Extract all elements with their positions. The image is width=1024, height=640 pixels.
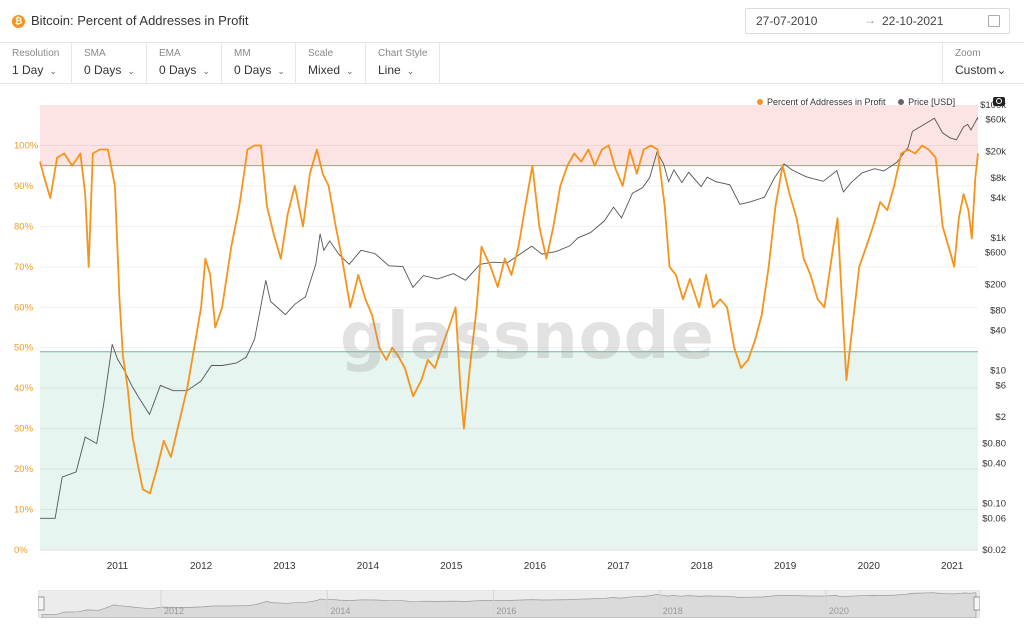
x-tick-label: 2021 (941, 561, 964, 572)
navigator-right-handle[interactable] (973, 596, 980, 611)
y-tick-label-right: $20k (985, 146, 1006, 157)
chevron-down-icon: ⌄ (277, 66, 285, 76)
bitcoin-logo-icon: ₿ (12, 15, 25, 28)
chevron-down-icon: ⌄ (202, 66, 210, 76)
y-tick-label-right: $0.02 (982, 545, 1006, 556)
y-tick-label-right: $40 (990, 326, 1006, 337)
y-tick-label-right: $0.80 (982, 439, 1006, 450)
threshold-band-1 (40, 351, 978, 550)
y-tick-label-right: $0.40 (982, 459, 1006, 470)
chevron-down-icon: ⌄ (996, 63, 1007, 77)
y-tick-label-right: $4k (991, 193, 1007, 204)
y-tick-label-right: $6 (995, 380, 1006, 391)
navigator-price-area (41, 592, 977, 618)
chevron-down-icon: ⌄ (49, 66, 57, 76)
range-navigator[interactable]: 2012 2014 2016 2018 2020 (38, 590, 980, 618)
navigator-left-handle[interactable] (38, 596, 45, 611)
x-tick-label: 2017 (607, 561, 630, 572)
ema-value[interactable]: 0 Days ⌄ (159, 63, 210, 77)
calendar-icon[interactable] (988, 15, 1000, 27)
y-tick-label-right: $80 (990, 306, 1006, 317)
x-tick-label: 2016 (524, 561, 547, 572)
y-tick-label-left: 80% (14, 221, 34, 232)
scale-dropdown[interactable]: Scale Mixed ⌄ (296, 43, 366, 83)
profit-series-line (39, 144, 979, 495)
mm-dropdown[interactable]: MM 0 Days ⌄ (222, 43, 296, 83)
navigator-background (38, 590, 980, 618)
sma-dropdown[interactable]: SMA 0 Days ⌄ (72, 43, 147, 83)
threshold-band-0 (40, 105, 978, 166)
date-from[interactable]: 27-07-2010 (756, 14, 818, 28)
date-range-picker[interactable]: 27-07-2010 → 22-10-2021 (745, 8, 1010, 34)
resolution-value[interactable]: 1 Day ⌄ (12, 63, 57, 77)
date-to[interactable]: 22-10-2021 (882, 14, 944, 28)
sma-label: SMA (84, 48, 106, 59)
chart-area[interactable]: 0% 10% 20% 30% 40% 50% 60% 70% 80% 90% 100% $0.02 $0… (0, 84, 1024, 590)
ema-dropdown[interactable]: EMA 0 Days ⌄ (147, 43, 222, 83)
navigator-label: 2018 (663, 606, 683, 616)
zoom-value[interactable]: Custom⌄ (955, 63, 1007, 77)
legend-dot-icon (757, 98, 763, 105)
y-tick-label-left: 70% (14, 262, 34, 273)
chart-style-label: Chart Style (378, 48, 428, 59)
x-tick-label: 2014 (357, 561, 380, 572)
price-series-line (40, 116, 979, 519)
y-tick-label-right: $1k (991, 233, 1007, 244)
x-tick-label: 2019 (774, 561, 797, 572)
chart-legend: Percent of Addresses in Profit Price [US… (757, 97, 965, 107)
legend-item-profit[interactable]: Percent of Addresses in Profit (757, 97, 886, 107)
x-tick-label: 2013 (273, 561, 296, 572)
navigator-label: 2014 (330, 606, 350, 616)
y-tick-label-right: $200 (985, 279, 1006, 290)
legend-dot-icon (898, 98, 905, 105)
x-tick-label: 2018 (691, 561, 714, 572)
chevron-down-icon: ⌄ (346, 66, 354, 76)
resolution-label: Resolution (12, 48, 60, 59)
chevron-down-icon: ⌄ (127, 66, 135, 76)
controls-bar: Resolution 1 Day ⌄ SMA 0 Days ⌄ EMA 0 Days… (0, 43, 1024, 84)
y-tick-label-right: $2 (995, 412, 1006, 423)
chart-style-value[interactable]: Line ⌄ (378, 63, 415, 77)
y-tick-label-left: 20% (14, 464, 34, 475)
scale-value[interactable]: Mixed ⌄ (308, 63, 354, 77)
page-title: Bitcoin: Percent of Addresses in Profit (31, 13, 249, 28)
chart-style-dropdown[interactable]: Chart Style Line ⌄ (366, 43, 440, 83)
mm-value[interactable]: 0 Days ⌄ (234, 63, 285, 77)
chevron-down-icon: ⌄ (406, 66, 415, 76)
y-tick-label-right: $60k (985, 115, 1006, 126)
arrow-right-icon: → (864, 13, 876, 27)
y-tick-label-left: 100% (14, 140, 39, 151)
y-tick-label-right: $10 (990, 366, 1006, 377)
x-tick-label: 2011 (107, 561, 129, 572)
navigator-label: 2012 (164, 606, 184, 616)
navigator-label: 2020 (829, 606, 849, 616)
y-tick-label-left: 10% (14, 505, 34, 516)
ema-label: EMA (159, 48, 181, 59)
legend-item-price[interactable]: Price [USD] (898, 97, 955, 107)
x-tick-label: 2020 (858, 561, 881, 572)
x-tick-label: 2015 (440, 561, 463, 572)
y-tick-label-right: $600 (985, 248, 1006, 259)
y-tick-label-left: 60% (14, 302, 34, 313)
scale-label: Scale (308, 48, 334, 59)
y-tick-label-left: 40% (14, 383, 34, 394)
y-tick-label-left: 30% (14, 424, 34, 435)
header-bar: ₿ Bitcoin: Percent of Addresses in Profi… (0, 0, 1024, 43)
watermark: glassnode (340, 300, 715, 374)
y-tick-label-right: $0.06 (982, 513, 1006, 524)
resolution-dropdown[interactable]: Resolution 1 Day ⌄ (0, 43, 72, 83)
camera-icon[interactable] (993, 97, 1005, 106)
y-tick-label-right: $0.10 (982, 499, 1006, 510)
y-tick-label-right: $8k (991, 173, 1007, 184)
zoom-label: Zoom (955, 48, 981, 59)
zoom-dropdown[interactable]: Zoom Custom⌄ (942, 43, 1024, 83)
x-tick-label: 2012 (190, 561, 213, 572)
mm-label: MM (234, 48, 251, 59)
y-tick-label-left: 0% (14, 545, 28, 556)
y-tick-label-left: 50% (14, 343, 34, 354)
navigator-label: 2016 (496, 606, 516, 616)
sma-value[interactable]: 0 Days ⌄ (84, 63, 135, 77)
y-tick-label-left: 90% (14, 181, 34, 192)
